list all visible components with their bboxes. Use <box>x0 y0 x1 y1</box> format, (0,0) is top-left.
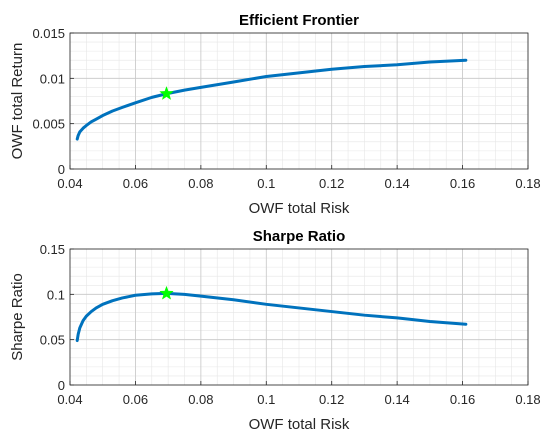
y-tick-label: 0.05 <box>40 333 65 348</box>
y-tick-label: 0.1 <box>47 287 65 302</box>
sharpe-ratio-chart: 0.04 0.06 0.08 0.1 0.12 0.14 0.16 0.18 0 0.05 0.1… <box>9 228 541 433</box>
x-tick-label: 0.06 <box>123 176 148 191</box>
x-tick-label: 0.12 <box>319 392 344 407</box>
y-tick-label: 0.005 <box>32 117 65 132</box>
y-tick-label: 0.15 <box>40 242 65 257</box>
x-tick-label: 0.08 <box>188 176 213 191</box>
sharpe-ratio-line <box>75 291 468 343</box>
x-tick-label: 0.14 <box>384 176 409 191</box>
optimal-portfolio-star-marker <box>159 86 174 100</box>
x-tick-label: 0.14 <box>384 392 409 407</box>
y-axis-label: Sharpe Ratio <box>9 273 26 361</box>
x-tick-label: 0.08 <box>188 392 213 407</box>
plot-area-frame <box>69 32 529 170</box>
x-tick-label: 0.16 <box>450 392 475 407</box>
x-tick-label: 0.16 <box>450 176 475 191</box>
y-tick-label: 0 <box>58 162 65 177</box>
y-tick-label: 0.015 <box>32 26 65 41</box>
plot-area-frame <box>69 248 529 386</box>
x-tick-label: 0.04 <box>57 176 82 191</box>
y-tick-label: 0.01 <box>40 71 65 86</box>
x-tick-label: 0.18 <box>515 176 540 191</box>
x-tick-label: 0.12 <box>319 176 344 191</box>
x-tick-label: 0.18 <box>515 392 540 407</box>
x-axis-label: OWF total Risk <box>249 416 350 433</box>
x-tick-label: 0.1 <box>257 176 275 191</box>
x-axis-label: OWF total Risk <box>249 200 350 217</box>
y-tick-label: 0 <box>58 378 65 393</box>
max-sharpe-star-marker <box>159 285 174 300</box>
chart-title: Sharpe Ratio <box>253 228 346 245</box>
x-tick-label: 0.04 <box>57 392 82 407</box>
chart-title: Efficient Frontier <box>239 12 359 29</box>
x-tick-label: 0.1 <box>257 392 275 407</box>
y-axis-label: OWF total Return <box>9 43 26 160</box>
x-tick-label: 0.06 <box>123 392 148 407</box>
efficient-frontier-line <box>75 58 468 141</box>
efficient-frontier-chart: 0.04 0.06 0.08 0.1 0.12 0.14 0.16 0.18 0 0.005 0.… <box>9 12 541 217</box>
